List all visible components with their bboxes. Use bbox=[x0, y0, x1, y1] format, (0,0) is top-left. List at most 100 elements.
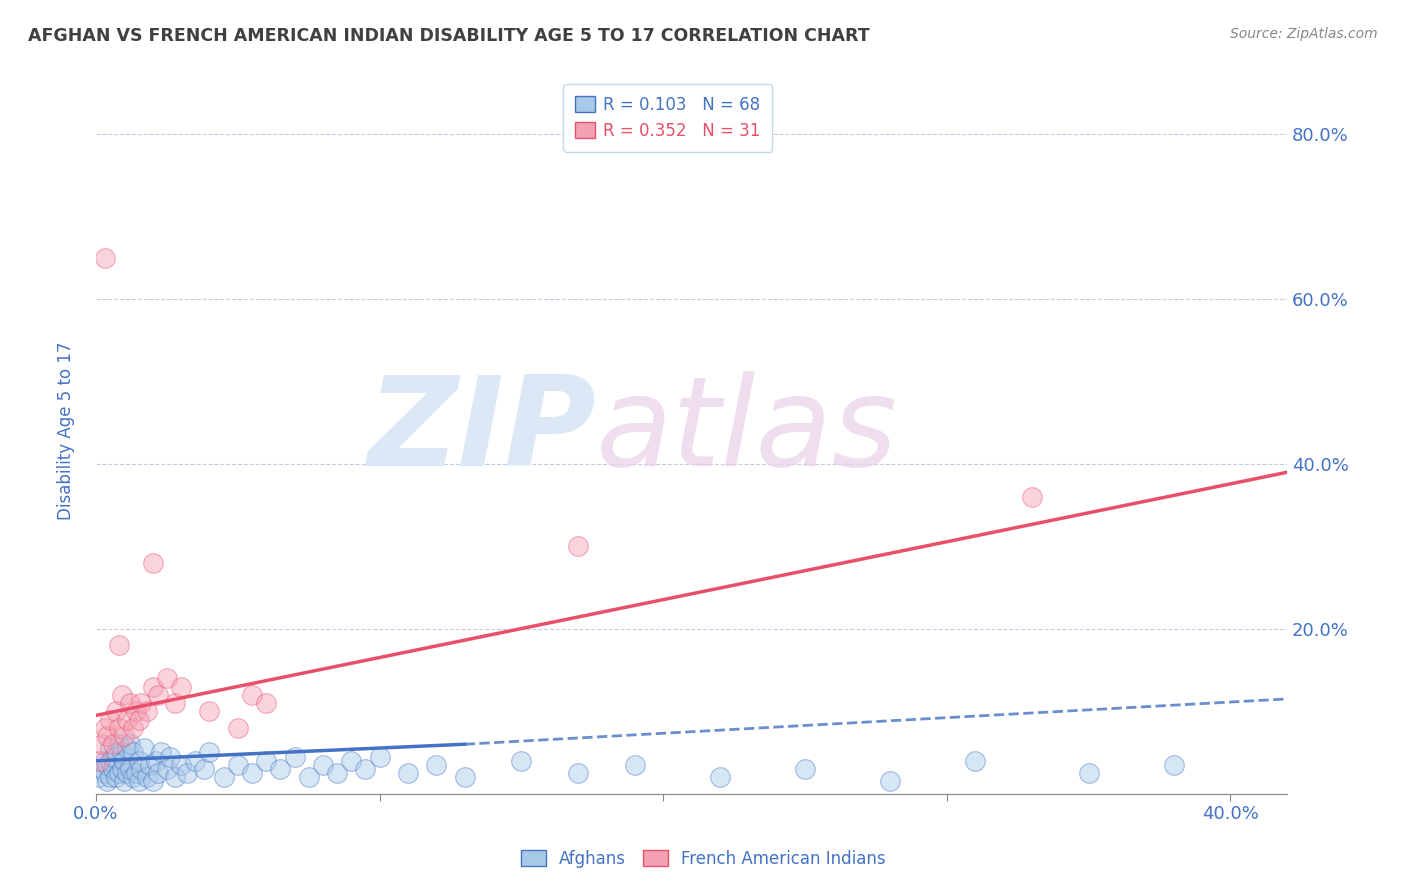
Point bbox=[118, 696, 141, 710]
Point bbox=[165, 696, 187, 710]
Point bbox=[98, 741, 121, 756]
Point bbox=[170, 757, 193, 772]
Point bbox=[128, 774, 150, 789]
Point bbox=[624, 757, 647, 772]
Point bbox=[110, 746, 132, 760]
Point bbox=[425, 757, 447, 772]
Point bbox=[122, 746, 145, 760]
Point bbox=[254, 754, 277, 768]
Point bbox=[101, 762, 124, 776]
Point bbox=[354, 762, 377, 776]
Point bbox=[148, 766, 170, 780]
Point bbox=[136, 704, 159, 718]
Text: Source: ZipAtlas.com: Source: ZipAtlas.com bbox=[1230, 27, 1378, 41]
Point bbox=[112, 729, 135, 743]
Point bbox=[340, 754, 363, 768]
Point bbox=[1021, 490, 1043, 504]
Point bbox=[165, 770, 187, 784]
Point bbox=[131, 696, 153, 710]
Legend: R = 0.103   N = 68, R = 0.352   N = 31: R = 0.103 N = 68, R = 0.352 N = 31 bbox=[564, 84, 772, 152]
Y-axis label: Disability Age 5 to 17: Disability Age 5 to 17 bbox=[58, 342, 75, 520]
Point bbox=[794, 762, 817, 776]
Point bbox=[156, 762, 179, 776]
Point bbox=[107, 766, 129, 780]
Point bbox=[104, 770, 127, 784]
Point bbox=[1163, 757, 1185, 772]
Point bbox=[110, 762, 132, 776]
Point bbox=[96, 757, 118, 772]
Point bbox=[104, 746, 127, 760]
Point bbox=[283, 749, 305, 764]
Point bbox=[156, 671, 179, 685]
Point bbox=[212, 770, 235, 784]
Point bbox=[128, 713, 150, 727]
Point bbox=[1077, 766, 1099, 780]
Point bbox=[298, 770, 321, 784]
Point bbox=[101, 749, 124, 764]
Point bbox=[139, 757, 162, 772]
Point bbox=[122, 770, 145, 784]
Point bbox=[198, 704, 221, 718]
Point bbox=[145, 754, 167, 768]
Point bbox=[312, 757, 335, 772]
Text: atlas: atlas bbox=[596, 370, 898, 491]
Point bbox=[368, 749, 391, 764]
Point bbox=[112, 754, 135, 768]
Point bbox=[254, 696, 277, 710]
Point bbox=[93, 754, 115, 768]
Point bbox=[240, 766, 263, 780]
Point bbox=[176, 766, 198, 780]
Point bbox=[226, 757, 249, 772]
Point bbox=[136, 770, 159, 784]
Point bbox=[90, 762, 112, 776]
Point bbox=[879, 774, 901, 789]
Point bbox=[125, 704, 148, 718]
Point bbox=[93, 721, 115, 735]
Point bbox=[87, 754, 110, 768]
Point bbox=[115, 741, 138, 756]
Point bbox=[118, 737, 141, 751]
Point bbox=[122, 721, 145, 735]
Point bbox=[510, 754, 533, 768]
Point bbox=[240, 688, 263, 702]
Point bbox=[115, 713, 138, 727]
Point bbox=[142, 774, 165, 789]
Point bbox=[396, 766, 419, 780]
Point bbox=[567, 540, 589, 554]
Point bbox=[107, 721, 129, 735]
Point bbox=[148, 688, 170, 702]
Point bbox=[453, 770, 475, 784]
Point bbox=[107, 737, 129, 751]
Point bbox=[93, 766, 115, 780]
Point bbox=[159, 749, 181, 764]
Point bbox=[269, 762, 291, 776]
Text: ZIP: ZIP bbox=[367, 370, 596, 491]
Point bbox=[96, 729, 118, 743]
Point bbox=[170, 680, 193, 694]
Point bbox=[107, 638, 129, 652]
Point bbox=[965, 754, 987, 768]
Text: AFGHAN VS FRENCH AMERICAN INDIAN DISABILITY AGE 5 TO 17 CORRELATION CHART: AFGHAN VS FRENCH AMERICAN INDIAN DISABIL… bbox=[28, 27, 870, 45]
Point bbox=[150, 746, 173, 760]
Legend: Afghans, French American Indians: Afghans, French American Indians bbox=[513, 844, 893, 875]
Point bbox=[93, 251, 115, 265]
Point bbox=[98, 713, 121, 727]
Point bbox=[128, 754, 150, 768]
Point bbox=[184, 754, 207, 768]
Point bbox=[198, 746, 221, 760]
Point bbox=[709, 770, 731, 784]
Point bbox=[104, 704, 127, 718]
Point bbox=[98, 770, 121, 784]
Point bbox=[193, 762, 215, 776]
Point bbox=[125, 766, 148, 780]
Point bbox=[142, 680, 165, 694]
Point bbox=[115, 766, 138, 780]
Point bbox=[112, 774, 135, 789]
Point bbox=[98, 754, 121, 768]
Point bbox=[226, 721, 249, 735]
Point bbox=[142, 556, 165, 570]
Point bbox=[101, 737, 124, 751]
Point bbox=[87, 770, 110, 784]
Point bbox=[110, 688, 132, 702]
Point bbox=[134, 741, 156, 756]
